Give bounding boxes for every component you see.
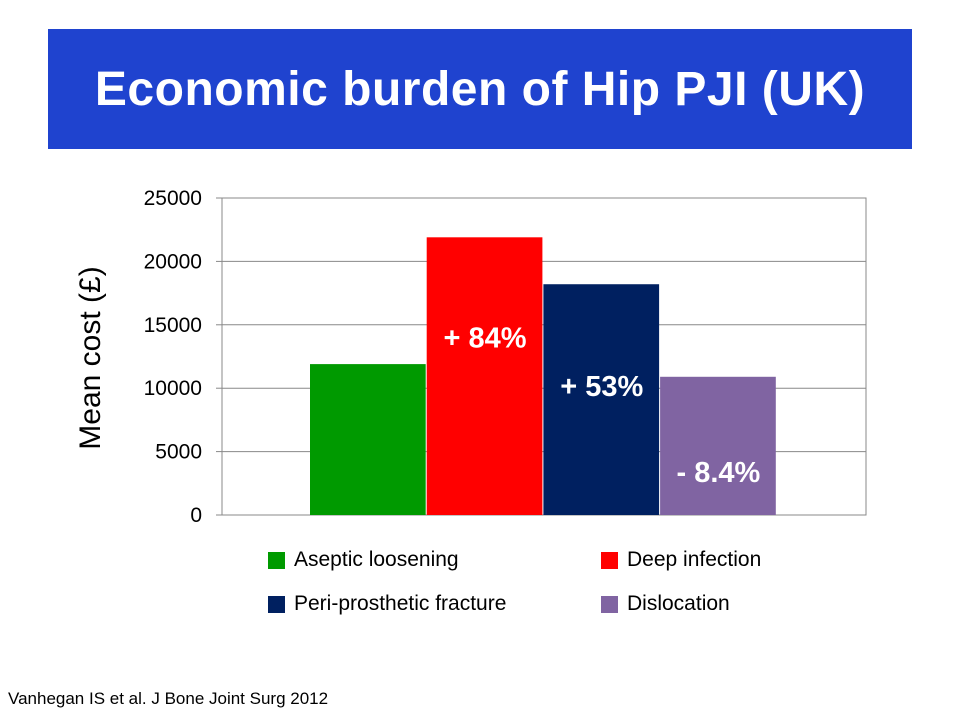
slide-title: Economic burden of Hip PJI (UK) [94, 62, 866, 116]
y-tick-label: 20000 [144, 250, 202, 273]
y-tick-label: 25000 [144, 187, 202, 210]
y-tick-label: 5000 [155, 441, 202, 464]
legend-label: Deep infection [627, 548, 762, 571]
citation: Vanhegan IS et al. J Bone Joint Surg 201… [8, 689, 329, 708]
bar-3 [660, 376, 776, 515]
legend-swatch [601, 551, 618, 569]
bar-data-label: + 84% [444, 322, 527, 354]
bar-data-label: - 8.4% [677, 457, 761, 489]
legend-swatch [601, 595, 618, 613]
bar-2 [543, 284, 660, 515]
y-tick-label: 15000 [144, 314, 202, 337]
legend-item: Aseptic loosening [268, 548, 459, 572]
legend-label: Aseptic loosening [294, 548, 459, 571]
legend-item: Dislocation [601, 592, 730, 616]
title-banner: Economic burden of Hip PJI (UK) [48, 29, 912, 149]
chart-legend: Aseptic loosening Deep infection Peri-pr… [258, 548, 818, 638]
y-tick-label: 10000 [144, 377, 202, 400]
y-axis-label: Mean cost (£) [74, 266, 107, 449]
y-tick-label: 0 [190, 504, 202, 527]
legend-label: Dislocation [627, 592, 730, 615]
legend-item: Deep infection [601, 548, 761, 572]
bar-0 [310, 364, 426, 515]
legend-swatch [268, 595, 285, 613]
legend-label: Peri-prosthetic fracture [294, 592, 507, 615]
bar-data-label: + 53% [560, 371, 643, 403]
legend-item: Peri-prosthetic fracture [268, 592, 506, 616]
bar-1 [426, 237, 543, 516]
legend-swatch [268, 551, 285, 569]
